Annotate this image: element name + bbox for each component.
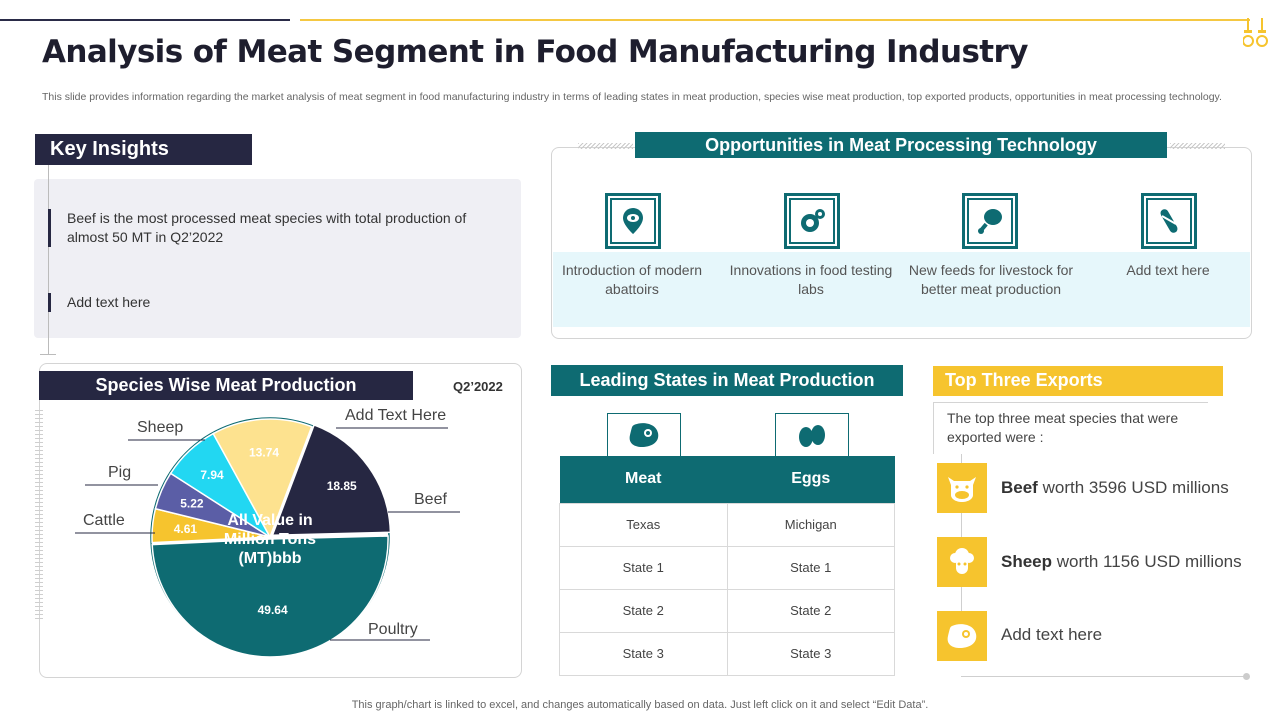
sheep-icon — [937, 537, 987, 587]
species-chart-header: Species Wise Meat Production — [39, 371, 413, 400]
key-insights-connector-cap — [40, 354, 56, 355]
page-subtitle: This slide provides information regardin… — [42, 91, 1222, 103]
top-accent-line-dark — [0, 19, 290, 21]
baseline-dot — [1243, 673, 1250, 680]
pie-slice-add-text-here — [212, 418, 313, 539]
pie-value-label: 7.94 — [200, 468, 224, 482]
export-item: Sheep worth 1156 USD millions — [1001, 552, 1242, 572]
export-item: Beef worth 3596 USD millions — [1001, 478, 1229, 498]
pie-value-label: 49.64 — [258, 603, 288, 617]
opportunities-header: Opportunities in Meat Processing Technol… — [635, 132, 1167, 158]
pie-category-label: Poultry — [368, 621, 418, 638]
pie-value-label: 13.74 — [249, 445, 279, 459]
export-item: Add text here — [1001, 625, 1102, 645]
pie-category-label: Add Text Here — [345, 407, 446, 424]
hatch-decoration — [578, 143, 633, 149]
key-insight-item: Add text here — [48, 293, 150, 312]
table-cell: State 2 — [726, 588, 895, 633]
opportunity-label: Introduction of modern abattoirs — [561, 262, 703, 297]
testing-lab-icon — [784, 193, 840, 249]
key-insights-panel — [34, 179, 521, 338]
sausage-icon — [1141, 193, 1197, 249]
cow-icon — [937, 463, 987, 513]
table-cell: Michigan — [726, 502, 895, 547]
export-item-value: worth 3596 USD millions — [1037, 478, 1229, 497]
pie-slice-beef — [271, 423, 392, 537]
pie-category-label: Pig — [108, 464, 131, 481]
pie-center-label: Million Tons — [224, 531, 316, 548]
table-cell: State 1 — [559, 545, 728, 590]
export-item-species: Beef — [1001, 478, 1038, 497]
key-insights-connector — [48, 165, 49, 355]
table-row: State 2 State 2 — [559, 588, 895, 633]
steak-icon — [607, 413, 681, 456]
top-exports-header: Top Three Exports — [933, 366, 1223, 396]
chicken-leg-icon — [962, 193, 1018, 249]
table-cell: State 1 — [726, 545, 895, 590]
top-exports-intro: The top three meat species that were exp… — [933, 402, 1208, 454]
table-cell: State 3 — [726, 631, 895, 676]
abattoir-icon — [605, 193, 661, 249]
key-insights-header: Key Insights — [35, 134, 252, 165]
species-chart-period: Q2’2022 — [453, 379, 503, 394]
pie-center-label: (MT)bbb — [238, 550, 301, 567]
steak-icon — [937, 611, 987, 661]
ruler-decoration — [35, 410, 43, 620]
page-title: Analysis of Meat Segment in Food Manufac… — [42, 34, 1028, 70]
leading-states-header: Leading States in Meat Production — [551, 365, 903, 396]
pie-value-label: 18.85 — [327, 479, 357, 493]
opportunity-label: New feeds for livestock for better meat … — [908, 262, 1074, 297]
table-header-eggs: Eggs — [727, 456, 895, 503]
pie-category-label: Sheep — [137, 419, 183, 436]
table-cell: State 3 — [559, 631, 728, 676]
top-accent-line-gold — [300, 19, 1250, 21]
table-row: Texas Michigan — [559, 502, 895, 547]
eggs-icon — [775, 413, 849, 456]
utensils-icon — [1243, 18, 1268, 47]
leading-states-table: Meat Eggs Texas Michigan State 1 State 1… — [559, 456, 895, 676]
key-insight-item: Beef is the most processed meat species … — [48, 209, 488, 247]
table-header-meat: Meat — [559, 456, 727, 503]
pie-category-label: Beef — [414, 491, 447, 508]
opportunity-label: Innovations in food testing labs — [729, 262, 893, 297]
pie-slice-poultry — [151, 535, 389, 658]
export-item-value: Add text here — [1001, 625, 1103, 644]
pie-value-label: 5.22 — [180, 496, 204, 510]
table-cell: State 2 — [559, 588, 728, 633]
pie-value-label: 4.61 — [174, 522, 198, 536]
footer-note: This graph/chart is linked to excel, and… — [351, 699, 929, 711]
export-item-species: Sheep — [1001, 552, 1053, 571]
table-cell: Texas — [559, 502, 728, 547]
pie-category-label: Cattle — [83, 512, 125, 529]
opportunity-label: Add text here — [1126, 262, 1210, 278]
table-row: State 3 State 3 — [559, 631, 895, 676]
opportunities-band — [553, 252, 1250, 327]
top-exports-baseline — [961, 676, 1246, 677]
export-item-value: worth 1156 USD millions — [1052, 552, 1242, 571]
pie-center-label: All Value in — [227, 512, 312, 529]
hatch-decoration — [1170, 143, 1225, 149]
table-row: State 1 State 1 — [559, 545, 895, 590]
